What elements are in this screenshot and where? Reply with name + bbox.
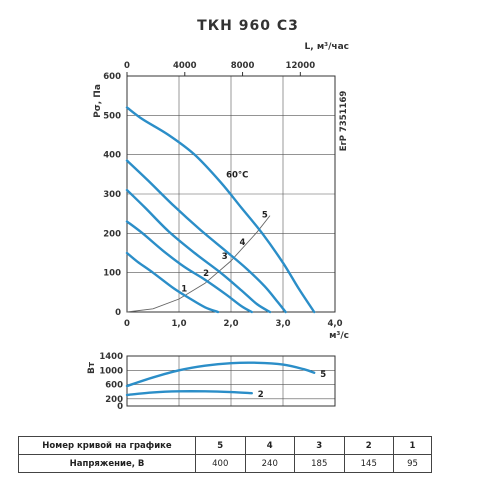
x-tick-label: 0	[124, 319, 130, 329]
system-curve	[126, 215, 271, 313]
power-curve-2	[125, 390, 253, 397]
x2-tick-label: 0	[124, 61, 130, 71]
y-tick-label: 0	[115, 308, 121, 318]
table-cell: 400	[195, 454, 246, 473]
fan-curve-5	[125, 106, 316, 314]
table-row: Номер кривой на графике 5 4 3 2 1	[18, 436, 432, 455]
table-cell: 95	[393, 454, 432, 473]
fan-curve-1	[125, 251, 220, 314]
x2-axis-label: L, м³/час	[305, 42, 349, 52]
table-cell: 240	[244, 454, 295, 473]
power-curve-label-5: 5	[320, 370, 326, 380]
y-tick-label: 600	[103, 72, 121, 82]
fan-performance-chart: ТКН 960 С3 0 1,0 2,0 3,0 4,0 0 100 200 300 400 500 6…	[87, 18, 349, 412]
fan-curve-2	[125, 220, 253, 314]
x2-tick-label: 4000	[173, 61, 197, 71]
power-y-tick-label: 1400	[99, 352, 123, 362]
power-plot-frame	[126, 355, 336, 407]
power-y-tick-label: 200	[105, 395, 123, 405]
fan-curve-3	[125, 188, 272, 314]
table-cell: 3	[294, 436, 345, 455]
curve-label-4: 4	[239, 238, 245, 248]
chart-svg: ТКН 960 С30 1,0 2,0 3,0 4,001002003004005006…	[87, 18, 349, 412]
table-cell: 4	[244, 436, 295, 455]
y-tick-label: 300	[103, 190, 121, 200]
table-cell: 2	[343, 436, 394, 455]
curve-label-2: 2	[203, 269, 209, 279]
power-y-tick-label: 1000	[99, 366, 123, 376]
erp-label: ErP 7351169	[339, 91, 349, 152]
chart-title: ТКН 960 С3	[197, 18, 299, 34]
power-curve-label-2: 2	[258, 390, 264, 400]
x-tick-label: 2,0	[223, 319, 238, 329]
voltage-table: Номер кривой на графике 5 4 3 2 1 Напряж…	[18, 436, 432, 473]
power-y-tick-label: 600	[105, 381, 123, 391]
x-tick-label: 3,0	[275, 319, 290, 329]
table-row: Напряжение, В 400 240 185 145 95	[18, 454, 432, 473]
table-header-voltage: Напряжение, В	[18, 454, 196, 473]
x2-tick-label: 8000	[231, 61, 255, 71]
table-cell: 1	[393, 436, 432, 455]
y-tick-label: 400	[103, 151, 121, 161]
y-tick-label: 500	[103, 111, 121, 121]
power-y-tick-label: 0	[117, 402, 123, 412]
x-axis-label: м³/с	[329, 331, 349, 341]
table-cell: 145	[343, 454, 394, 473]
table-cell: 185	[294, 454, 345, 473]
y-axis-label: Рσ, Па	[93, 84, 103, 118]
fan-curve-4	[125, 159, 287, 314]
power-curve-5	[125, 361, 316, 388]
table-header-curve-number: Номер кривой на графике	[18, 436, 196, 455]
temperature-label: 60°С	[226, 170, 248, 180]
x-tick-label: 4,0	[327, 319, 342, 329]
x2-tick-label: 12000	[286, 61, 316, 71]
table-cell: 5	[195, 436, 246, 455]
y-tick-label: 100	[103, 269, 121, 279]
curve-label-5: 5	[262, 211, 268, 221]
y-tick-label: 200	[103, 229, 121, 239]
plot-frame	[126, 75, 336, 313]
curve-label-1: 1	[181, 285, 187, 295]
power-y-axis-label: Вт	[87, 361, 97, 374]
curve-label-3: 3	[222, 252, 228, 262]
x-tick-label: 1,0	[171, 319, 186, 329]
